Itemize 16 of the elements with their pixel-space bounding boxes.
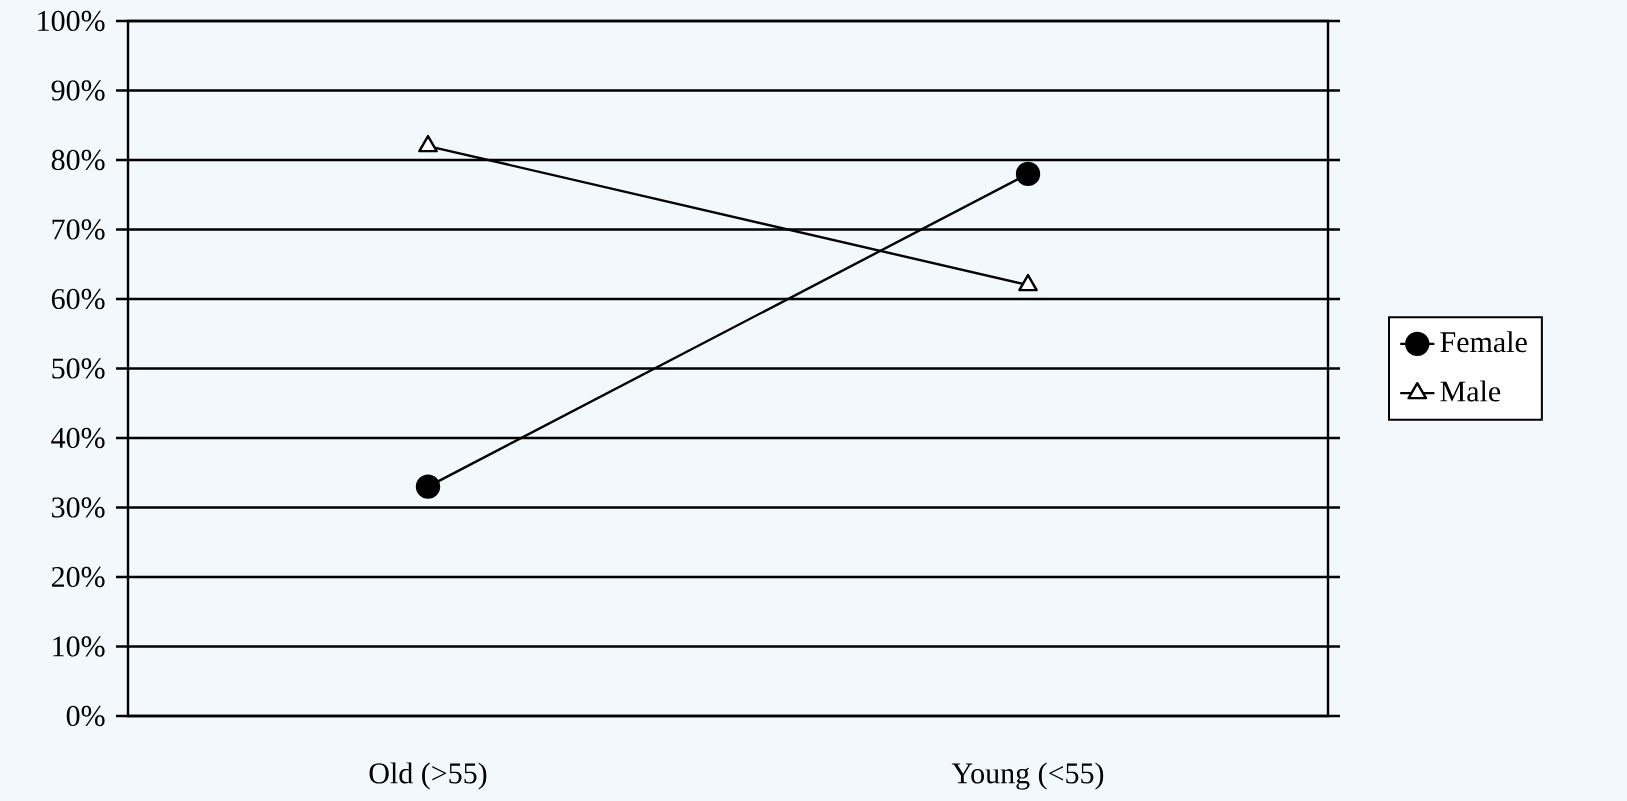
y-tick-label: 30% [52, 497, 105, 518]
y-tick-label: 0% [66, 705, 105, 727]
legend-label: Male [1440, 380, 1501, 402]
y-tick-label: 60% [51, 288, 105, 310]
x-tick-label: Old (>55) [369, 762, 487, 790]
y-tick-label: 40% [51, 427, 105, 449]
legend-label: Female [1440, 331, 1527, 353]
y-tick-label: 20% [51, 566, 105, 588]
y-tick-label: 10% [53, 636, 105, 657]
x-tick-label: Young (<55) [951, 762, 1104, 790]
y-tick-label: 70% [52, 219, 105, 240]
point [415, 474, 441, 499]
y-tick-label: 50% [52, 358, 105, 379]
y-tick-label: 90% [51, 80, 105, 101]
y-tick-label: 100% [38, 10, 105, 32]
y-tick-label: 80% [51, 149, 105, 171]
